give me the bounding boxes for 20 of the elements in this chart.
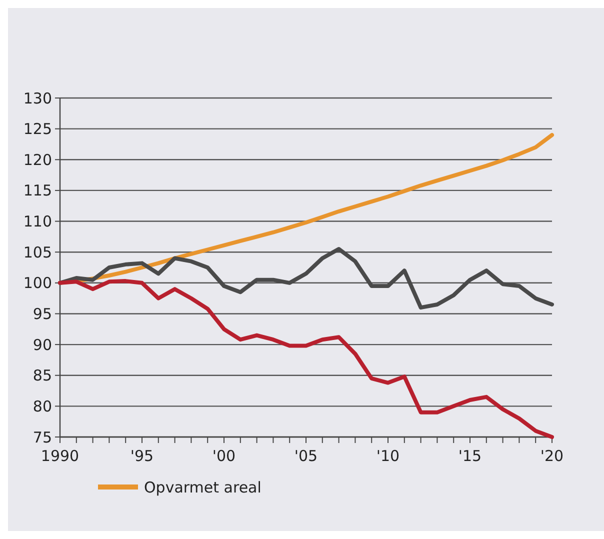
x-tick-label: '95 [130,447,154,465]
y-tick-label: 80 [32,397,52,416]
y-tick-label: 105 [23,243,52,262]
x-tick-label: '10 [376,447,400,465]
legend-label: Opvarmet areal [144,478,262,496]
y-tick-label: 75 [32,428,52,446]
x-tick-label: 1990 [40,447,80,465]
y-tick-label: 90 [32,336,52,354]
y-tick-label: 130 [23,89,52,108]
x-tick-label: '15 [458,447,482,465]
y-tick-label: 125 [23,120,52,138]
x-tick-label: '20 [540,447,564,465]
y-tick-label: 110 [23,212,52,231]
y-tick-label: 95 [32,304,52,323]
y-tick-label: 120 [23,150,52,169]
y-tick-label: 115 [23,182,52,200]
y-tick-label: 100 [23,274,52,292]
y-tick-label: 85 [32,366,52,385]
x-tick-label: '00 [212,447,236,465]
x-tick-label: '05 [294,447,318,465]
